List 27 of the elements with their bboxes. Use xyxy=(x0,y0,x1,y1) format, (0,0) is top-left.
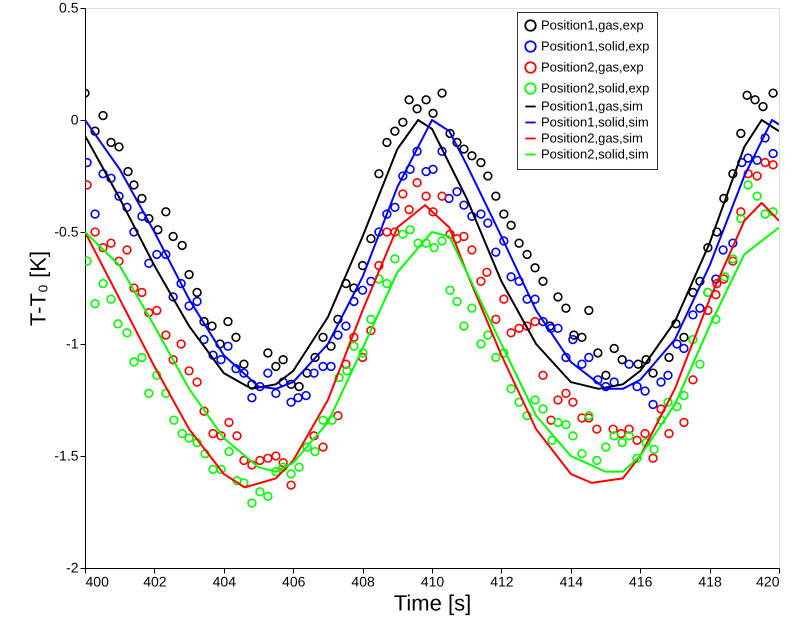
x-tick-label: 400 xyxy=(86,574,110,590)
x-tick-label: 406 xyxy=(282,574,306,590)
x-tick-label: 410 xyxy=(420,574,444,590)
y-tick-label: -2 xyxy=(66,560,79,576)
legend-label: Position2,solid,sim xyxy=(541,146,649,162)
y-tick-label: -1.5 xyxy=(54,448,79,464)
x-tick-label: 402 xyxy=(143,574,167,590)
x-tick-label: 404 xyxy=(212,574,236,590)
legend-label: Position2,solid,exp xyxy=(541,80,650,96)
legend-label: Position1,gas,sim xyxy=(541,98,643,114)
y-tick-label: -0.5 xyxy=(54,224,79,240)
x-tick-label: 416 xyxy=(629,574,653,590)
x-tick-label: 418 xyxy=(698,574,722,590)
y-tick-label: 0 xyxy=(70,112,79,128)
x-tick-label: 408 xyxy=(351,574,375,590)
x-tick-label: 414 xyxy=(560,574,584,590)
legend-label: Position1,solid,sim xyxy=(541,114,649,130)
y-tick-label: -1 xyxy=(66,336,79,352)
x-axis-title: Time [s] xyxy=(394,590,472,616)
x-tick-label: 412 xyxy=(490,574,514,590)
y-axis-title: T-T₀ [K] xyxy=(25,250,50,326)
legend-label: Position2,gas,exp xyxy=(541,60,644,74)
legend-label: Position1,solid,exp xyxy=(541,38,650,54)
legend-label: Position2,gas,sim xyxy=(541,130,643,146)
x-tick-label: 420 xyxy=(756,574,780,590)
legend-label: Position1,gas,exp xyxy=(541,18,644,32)
y-tick-label: 0.5 xyxy=(59,0,79,16)
